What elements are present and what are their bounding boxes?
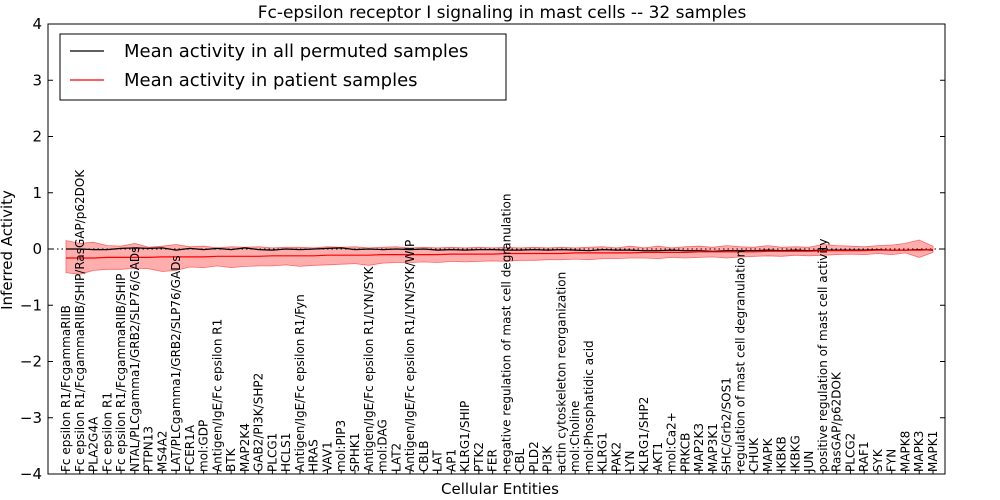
series-line-patient: [66, 249, 934, 259]
x-tick-label: MAPK8: [899, 431, 913, 472]
x-tick-label: SYK: [871, 448, 885, 472]
x-tick-label: PLCG2: [843, 433, 857, 472]
x-tick-label: MAP3K1: [706, 423, 720, 472]
legend-label: Mean activity in patient samples: [124, 70, 418, 91]
x-tick-label: AKT1: [651, 442, 665, 472]
x-tick-label: IKBKB: [775, 436, 789, 472]
x-tick-label: MAP2K3: [692, 423, 706, 472]
x-tick-label: KLRG1/SHIP: [458, 401, 472, 472]
x-tick-label: HCLS1: [279, 433, 293, 472]
x-tick-label: Antigen/IgE/Fc epsilon R1: [210, 319, 224, 472]
x-tick-label: LAT: [431, 450, 445, 472]
y-tick-label: 4: [32, 15, 42, 33]
x-tick-label: regulation of mast cell degranulation: [733, 250, 747, 472]
x-tick-label: PLCG1: [265, 433, 279, 472]
x-tick-label: negative regulation of mast cell degranu…: [499, 194, 513, 473]
y-tick-label: 1: [32, 184, 42, 202]
x-tick-label: HRAS: [307, 439, 321, 472]
y-tick-labels: 4 3 2 1 0 −1 −2 −3 −4: [20, 15, 945, 483]
x-tick-label: RasGAP/p62DOK: [830, 371, 844, 472]
x-tick-label: positive regulation of mast cell activit…: [816, 238, 830, 472]
y-tick-label: 2: [32, 128, 42, 146]
legend-box: [59, 33, 507, 101]
x-tick-label: Antigen/IgE/Fc epsilon R1/LYN/SYK: [362, 265, 376, 472]
x-tick-label: LAT/PLCgamma1/GRB2/SLP76/GADs: [169, 255, 183, 472]
x-axis-label: Cellular Entities: [441, 480, 559, 498]
x-tick-label: Fc epsilon R1/FcgammaRIIB: [59, 305, 73, 472]
x-tick-label: FYN: [885, 449, 899, 472]
x-tick-label: PLA2G4A: [87, 416, 101, 472]
x-tick-label: LAT2: [389, 443, 403, 472]
y-tick-label: −1: [20, 296, 42, 314]
x-tick-label: BTK: [224, 447, 238, 472]
x-tick-label: Antigen/IgE/Fc epsilon R1/LYN/SYK/WIP: [403, 240, 417, 472]
x-tick-label: PTPN13: [142, 426, 156, 472]
x-tick-label: MAP2K4: [238, 423, 252, 472]
x-tick-label: MS4A2: [155, 431, 169, 472]
x-tick-label: GAB2/PI3K/SHP2: [252, 373, 266, 472]
y-axis-label: Inferred Activity: [0, 190, 16, 310]
x-tick-label: mol:DAG: [376, 419, 390, 472]
y-tick-label: 3: [32, 71, 42, 89]
x-tick-label: Fc epsilon R1/FcgammaRIIB/SHIP: [114, 274, 128, 472]
x-tick-label: JUN: [802, 451, 816, 473]
x-tick-label: PRKCB: [678, 433, 692, 472]
x-tick-label: mol:PIP3: [334, 420, 348, 472]
y-tick-label: −4: [20, 465, 42, 483]
x-tick-label: FER: [486, 449, 500, 472]
x-tick-label: PTK2: [472, 442, 486, 472]
x-tick-label: CBLB: [417, 440, 431, 472]
x-tick-label: PAK2: [610, 442, 624, 472]
x-tick-label: MAPK: [761, 437, 775, 472]
x-tick-label: IKBKG: [788, 435, 802, 472]
x-tick-label: mol:GDP: [197, 420, 211, 472]
legend-label: Mean activity in all permuted samples: [124, 41, 468, 62]
x-tick-label: mol:Choline: [568, 401, 582, 472]
chart-title: Fc-epsilon receptor I signaling in mast …: [258, 3, 747, 23]
x-tick-label: mol:Ca2+: [665, 412, 679, 472]
x-tick-label: AP1: [444, 449, 458, 472]
x-tick-label: FCER1A: [183, 424, 197, 472]
x-tick-label: KLRG1/SHP2: [637, 397, 651, 472]
x-tick-label: LYN: [623, 451, 637, 472]
x-tick-label: CBL: [513, 448, 527, 472]
x-tick-label: Fc epsilon R1: [100, 392, 114, 472]
x-tick-label: mol:Phosphatidic acid: [582, 340, 596, 472]
x-tick-label: Fc epsilon R1/FcgammaRIIB/SHIP/RasGAP/p6…: [73, 169, 87, 472]
legend: Mean activity in all permuted samples Mea…: [59, 33, 507, 101]
y-tick-label: −3: [20, 409, 42, 427]
x-tick-label: Antigen/IgE/Fc epsilon R1/Fyn: [293, 294, 307, 472]
series-line-permuted: [66, 247, 934, 252]
y-tick-label: 0: [32, 240, 42, 258]
x-tick-label: MAPK1: [926, 431, 940, 472]
y-tick-label: −2: [20, 353, 42, 371]
x-tick-label: SPHK1: [348, 433, 362, 472]
x-tick-label: actin cytoskeleton reorganization: [554, 272, 568, 472]
x-tick-label: SHC/Grb2/SOS1: [720, 377, 734, 472]
x-tick-label: CHUK: [747, 437, 761, 472]
x-tick-label: MAPK3: [912, 431, 926, 472]
x-tick-label: PI3K: [541, 445, 555, 472]
x-tick-label: KLRG1: [596, 432, 610, 472]
x-tick-label: NTAL/PLCgamma1/GRB2/SLP76/GADs: [128, 247, 142, 472]
x-tick-label: PLD2: [527, 441, 541, 472]
x-tick-labels: Fc epsilon R1/FcgammaRIIB Fc epsilon R1/F…: [59, 169, 940, 474]
x-tick-label: RAF1: [857, 441, 871, 472]
x-tick-label: VAV1: [321, 441, 335, 472]
